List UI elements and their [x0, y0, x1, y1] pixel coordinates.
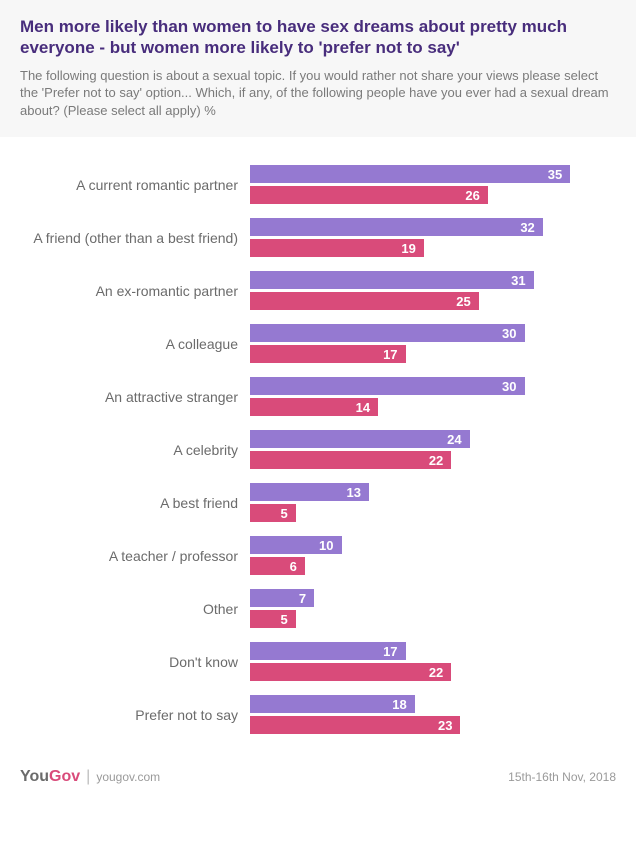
brand-separator: |: [86, 768, 90, 786]
chart-row: A friend (other than a best friend)3219: [20, 218, 616, 257]
bar-value: 5: [250, 504, 296, 522]
chart-row: Other75: [20, 589, 616, 628]
bar-series-1: 25: [250, 292, 479, 310]
bar-value: 25: [250, 292, 479, 310]
bar-series-1: 17: [250, 345, 406, 363]
date-range: 15th-16th Nov, 2018: [508, 770, 616, 784]
bar-series-0: 31: [250, 271, 534, 289]
header: Men more likely than women to have sex d…: [0, 0, 636, 137]
bars-group: 135: [250, 483, 616, 522]
bar-value: 23: [250, 716, 460, 734]
bar-series-0: 13: [250, 483, 369, 501]
bar-series-1: 23: [250, 716, 460, 734]
chart-row: A colleague3017: [20, 324, 616, 363]
category-label: An attractive stranger: [20, 389, 250, 405]
bar-series-0: 30: [250, 324, 525, 342]
brand-gov: Gov: [49, 768, 80, 785]
bar-value: 31: [250, 271, 534, 289]
chart-row: An attractive stranger3014: [20, 377, 616, 416]
bar-value: 13: [250, 483, 369, 501]
bar-series-1: 22: [250, 663, 451, 681]
chart-row: Prefer not to say1823: [20, 695, 616, 734]
bar-series-0: 24: [250, 430, 470, 448]
bar-value: 35: [250, 165, 570, 183]
bar-value: 7: [250, 589, 314, 607]
bar-series-1: 14: [250, 398, 378, 416]
category-label: A colleague: [20, 336, 250, 352]
bar-series-1: 19: [250, 239, 424, 257]
bar-value: 19: [250, 239, 424, 257]
chart-row: Don't know1722: [20, 642, 616, 681]
bar-value: 14: [250, 398, 378, 416]
bar-value: 10: [250, 536, 342, 554]
category-label: A best friend: [20, 495, 250, 511]
bar-series-0: 32: [250, 218, 543, 236]
bar-value: 24: [250, 430, 470, 448]
bars-group: 3219: [250, 218, 616, 257]
bar-value: 17: [250, 345, 406, 363]
bar-series-1: 22: [250, 451, 451, 469]
bars-group: 75: [250, 589, 616, 628]
category-label: An ex-romantic partner: [20, 283, 250, 299]
footer: YouGov | yougov.com 15th-16th Nov, 2018: [0, 758, 636, 804]
chart-row: A celebrity2422: [20, 430, 616, 469]
bar-value: 18: [250, 695, 415, 713]
bar-chart: A current romantic partner3526A friend (…: [0, 137, 636, 758]
chart-row: A current romantic partner3526: [20, 165, 616, 204]
bar-series-0: 18: [250, 695, 415, 713]
bar-series-1: 26: [250, 186, 488, 204]
bar-series-0: 35: [250, 165, 570, 183]
bar-value: 6: [250, 557, 305, 575]
category-label: A current romantic partner: [20, 177, 250, 193]
bar-value: 17: [250, 642, 406, 660]
bar-series-0: 30: [250, 377, 525, 395]
bars-group: 106: [250, 536, 616, 575]
brand-url: yougov.com: [96, 770, 160, 784]
brand-logo: YouGov: [20, 768, 80, 786]
bar-series-0: 17: [250, 642, 406, 660]
chart-title: Men more likely than women to have sex d…: [20, 16, 616, 59]
bars-group: 3017: [250, 324, 616, 363]
bar-value: 22: [250, 451, 451, 469]
bar-series-1: 5: [250, 610, 296, 628]
bars-group: 3014: [250, 377, 616, 416]
bars-group: 3125: [250, 271, 616, 310]
category-label: Other: [20, 601, 250, 617]
category-label: A friend (other than a best friend): [20, 230, 250, 246]
bar-series-0: 7: [250, 589, 314, 607]
bars-group: 1823: [250, 695, 616, 734]
category-label: A teacher / professor: [20, 548, 250, 564]
category-label: A celebrity: [20, 442, 250, 458]
bar-series-0: 10: [250, 536, 342, 554]
bar-value: 22: [250, 663, 451, 681]
bars-group: 2422: [250, 430, 616, 469]
chart-subtitle: The following question is about a sexual…: [20, 67, 616, 120]
bar-series-1: 6: [250, 557, 305, 575]
brand-you: You: [20, 768, 49, 785]
bar-value: 26: [250, 186, 488, 204]
bar-series-1: 5: [250, 504, 296, 522]
bar-value: 30: [250, 377, 525, 395]
bars-group: 3526: [250, 165, 616, 204]
bars-group: 1722: [250, 642, 616, 681]
category-label: Don't know: [20, 654, 250, 670]
chart-row: A teacher / professor106: [20, 536, 616, 575]
chart-row: A best friend135: [20, 483, 616, 522]
chart-row: An ex-romantic partner3125: [20, 271, 616, 310]
brand: YouGov | yougov.com: [20, 768, 160, 786]
bar-value: 5: [250, 610, 296, 628]
bar-value: 32: [250, 218, 543, 236]
category-label: Prefer not to say: [20, 707, 250, 723]
bar-value: 30: [250, 324, 525, 342]
